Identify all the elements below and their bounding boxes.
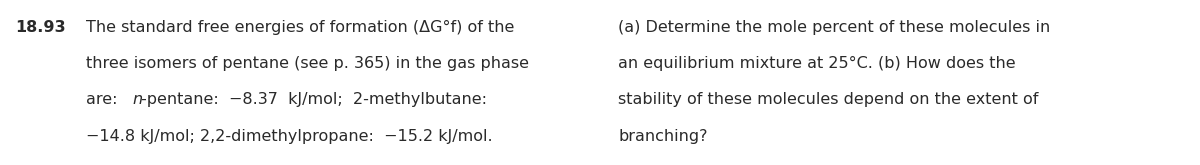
Text: (a) Determine the mole percent of these molecules in: (a) Determine the mole percent of these … [618, 20, 1050, 35]
Text: -pentane:  −8.37  kJ/mol;  2-methylbutane:: -pentane: −8.37 kJ/mol; 2-methylbutane: [142, 92, 487, 107]
Text: an equilibrium mixture at 25°C. (b) How does the: an equilibrium mixture at 25°C. (b) How … [618, 56, 1015, 71]
Text: n: n [132, 92, 143, 107]
Text: −14.8 kJ/mol; 2,2-dimethylpropane:  −15.2 kJ/mol.: −14.8 kJ/mol; 2,2-dimethylpropane: −15.2… [86, 129, 493, 144]
Text: three isomers of pentane (see p. 365) in the gas phase: three isomers of pentane (see p. 365) in… [86, 56, 529, 71]
Text: are:: are: [86, 92, 128, 107]
Text: branching?: branching? [618, 129, 708, 144]
Text: 18.93: 18.93 [16, 20, 66, 35]
Text: stability of these molecules depend on the extent of: stability of these molecules depend on t… [618, 92, 1038, 107]
Text: The standard free energies of formation (ΔG°f) of the: The standard free energies of formation … [86, 20, 515, 35]
